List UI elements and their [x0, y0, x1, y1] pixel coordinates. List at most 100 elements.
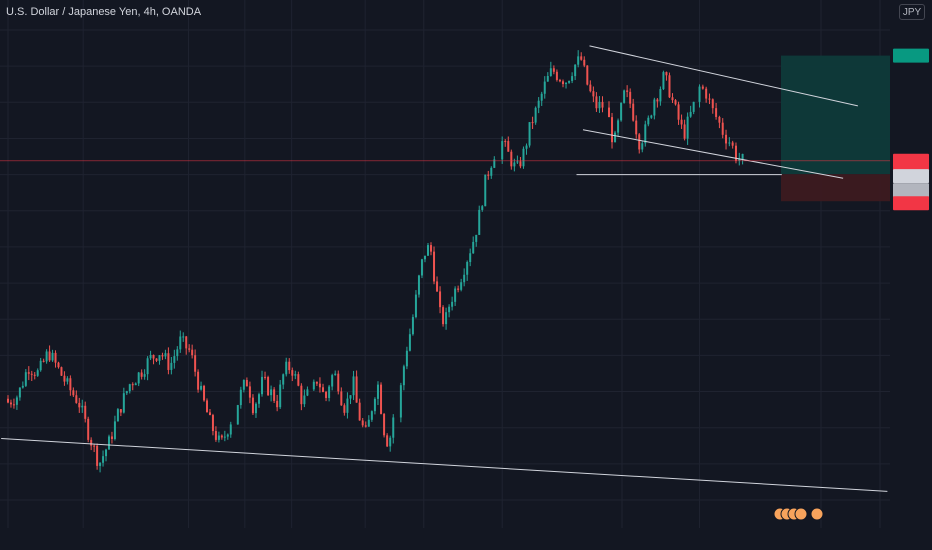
candle-body	[9, 402, 12, 405]
candle-body	[659, 89, 662, 102]
candle-body	[454, 288, 457, 302]
event-markers[interactable]	[773, 507, 824, 521]
candle-body	[565, 82, 568, 85]
candle-body	[692, 101, 695, 112]
candle-body	[291, 370, 294, 376]
candle-body	[475, 234, 478, 242]
candle-body	[555, 71, 558, 80]
candle-body	[206, 400, 209, 413]
candles	[7, 50, 744, 473]
candle-body	[102, 456, 105, 463]
candle-body	[229, 424, 232, 435]
candle-body	[264, 376, 267, 378]
candle-body	[81, 405, 84, 408]
candle-body	[170, 362, 173, 370]
candle-body	[568, 80, 571, 83]
candle-body	[668, 75, 671, 98]
candle-body	[510, 151, 513, 167]
trendlines	[0, 45, 890, 492]
candle-body	[677, 104, 680, 120]
candle-body	[653, 99, 656, 116]
candle-body	[220, 435, 223, 438]
candle-body	[490, 167, 493, 176]
currency-button[interactable]: JPY	[899, 4, 925, 20]
candle-body	[179, 336, 182, 350]
candle-body	[386, 435, 389, 447]
candle-body	[297, 374, 300, 386]
candle-body	[540, 93, 543, 101]
candle-body	[315, 381, 318, 384]
event-flag-icon	[810, 507, 824, 521]
trendline-channel-upper	[589, 45, 858, 107]
candle-body	[352, 376, 355, 396]
candle-body	[463, 274, 466, 283]
candle-body	[411, 317, 414, 335]
candle-body	[501, 141, 504, 160]
candle-body	[349, 395, 352, 399]
candle-body	[552, 68, 555, 72]
candle-body	[131, 384, 134, 386]
candle-body	[358, 402, 361, 421]
candle-body	[146, 358, 149, 375]
candle-body	[420, 259, 423, 276]
candle-body	[711, 99, 714, 109]
candle-body	[226, 434, 229, 437]
entry-price-label-2-bg	[893, 183, 929, 198]
candle-body	[629, 91, 632, 104]
candle-body	[236, 405, 239, 425]
candle-body	[528, 122, 531, 146]
candle-body	[430, 245, 433, 252]
candle-body	[96, 445, 99, 466]
candle-body	[408, 334, 411, 351]
candle-body	[42, 360, 45, 362]
candle-body	[251, 397, 254, 414]
candle-body	[402, 366, 405, 386]
candle-body	[33, 374, 36, 376]
candle-body	[158, 355, 161, 361]
candle-body	[343, 405, 346, 413]
candle-body	[242, 379, 245, 390]
candle-body	[12, 404, 15, 406]
candle-body	[728, 142, 731, 144]
candle-body	[39, 360, 42, 371]
candle-body	[140, 372, 143, 377]
candle-body	[595, 96, 598, 109]
candle-body	[214, 431, 217, 440]
candle-body	[417, 275, 420, 295]
candle-body	[734, 145, 737, 161]
candle-body	[701, 86, 704, 89]
candle-body	[93, 445, 96, 447]
candle-body	[608, 107, 610, 118]
candle-body	[623, 90, 626, 103]
candle-body	[725, 134, 728, 144]
candle-body	[149, 354, 152, 359]
candle-body	[708, 98, 711, 100]
candle-body	[592, 91, 595, 97]
candle-body	[674, 100, 677, 105]
candle-body	[107, 436, 110, 450]
candle-body	[522, 148, 525, 167]
candle-body	[182, 336, 185, 338]
candle-body	[423, 255, 426, 260]
candle-body	[30, 373, 33, 375]
candle-body	[484, 174, 487, 207]
candle-body	[72, 390, 75, 396]
candle-body	[267, 377, 270, 396]
candle-body	[211, 415, 214, 432]
candle-body	[686, 116, 689, 139]
candle-body	[481, 206, 484, 210]
candle-body	[364, 425, 367, 427]
candle-body	[614, 132, 617, 143]
candle-body	[188, 348, 191, 350]
candle-body	[223, 436, 226, 438]
candle-body	[698, 86, 701, 102]
candle-body	[257, 394, 260, 404]
candle-body	[721, 122, 724, 135]
candle-body	[466, 262, 469, 275]
stop-price-label-bg	[893, 196, 929, 211]
candle-body	[586, 65, 589, 85]
candle-body	[208, 412, 211, 416]
candle-body	[537, 100, 540, 108]
candle-body	[318, 383, 321, 388]
